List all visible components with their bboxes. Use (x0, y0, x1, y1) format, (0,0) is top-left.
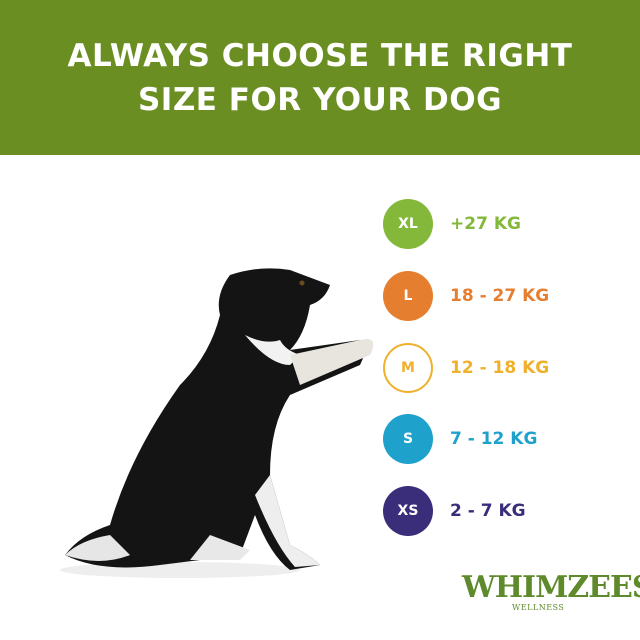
weight-label: 7 - 12 KG (450, 429, 538, 449)
logo-brand: WHIMZEES (462, 570, 640, 605)
header-banner: ALWAYS CHOOSE THE RIGHT SIZE FOR YOUR DO… (0, 0, 640, 155)
headline-line-2: SIZE FOR YOUR DOG (137, 81, 503, 118)
weight-label: +27 KG (450, 214, 521, 234)
weight-label: 18 - 27 KG (450, 286, 550, 306)
whimzees-logo: WHIMZEES WELLNESS (462, 570, 640, 612)
size-row-m: M 12 - 18 KG (383, 343, 549, 393)
size-row-xl: XL +27 KG (383, 199, 521, 249)
size-row-l: L 18 - 27 KG (383, 271, 549, 321)
size-row-s: S 7 - 12 KG (383, 414, 537, 464)
size-row-xs: XS 2 - 7 KG (383, 486, 526, 536)
size-badge: XS (383, 486, 433, 536)
size-badge: L (383, 271, 433, 321)
logo-sub: WELLNESS (512, 603, 565, 612)
weight-label: 12 - 18 KG (450, 358, 550, 378)
headline-line-1: ALWAYS CHOOSE THE RIGHT (67, 37, 573, 74)
size-badge: S (383, 414, 433, 464)
weight-label: 2 - 7 KG (450, 501, 526, 521)
size-badge: M (383, 343, 433, 393)
size-badge: XL (383, 199, 433, 249)
dog-image (60, 268, 374, 578)
